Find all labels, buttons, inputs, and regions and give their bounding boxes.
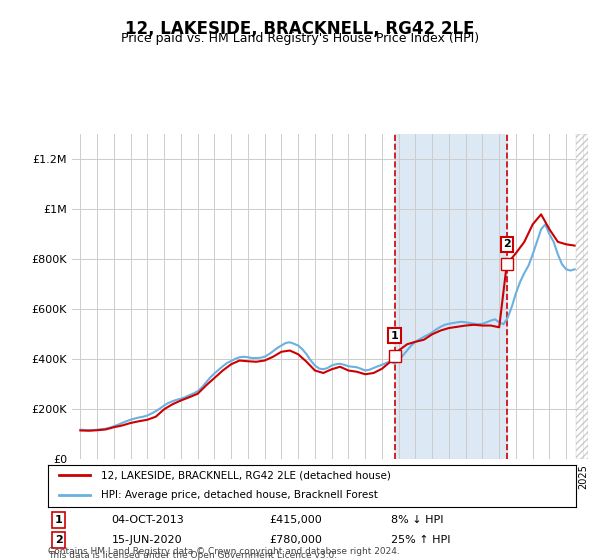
Text: 25% ↑ HPI: 25% ↑ HPI [391, 535, 451, 545]
Text: 1: 1 [391, 330, 398, 340]
Text: This data is licensed under the Open Government Licence v3.0.: This data is licensed under the Open Gov… [48, 551, 337, 560]
Text: 2: 2 [503, 239, 511, 249]
Text: 04-OCT-2013: 04-OCT-2013 [112, 515, 184, 525]
Bar [395, 134, 507, 459]
Text: £415,000: £415,000 [270, 515, 323, 525]
Text: 12, LAKESIDE, BRACKNELL, RG42 2LE: 12, LAKESIDE, BRACKNELL, RG42 2LE [125, 20, 475, 38]
Text: 2: 2 [55, 535, 62, 545]
Text: Contains HM Land Registry data © Crown copyright and database right 2024.: Contains HM Land Registry data © Crown c… [48, 547, 400, 556]
Text: 15-JUN-2020: 15-JUN-2020 [112, 535, 182, 545]
Text: HPI: Average price, detached house, Bracknell Forest: HPI: Average price, detached house, Brac… [101, 490, 377, 500]
Text: £780,000: £780,000 [270, 535, 323, 545]
Text: 8% ↓ HPI: 8% ↓ HPI [391, 515, 444, 525]
Text: Price paid vs. HM Land Registry's House Price Index (HPI): Price paid vs. HM Land Registry's House … [121, 32, 479, 45]
Text: 1: 1 [55, 515, 62, 525]
Text: 12, LAKESIDE, BRACKNELL, RG42 2LE (detached house): 12, LAKESIDE, BRACKNELL, RG42 2LE (detac… [101, 470, 391, 480]
